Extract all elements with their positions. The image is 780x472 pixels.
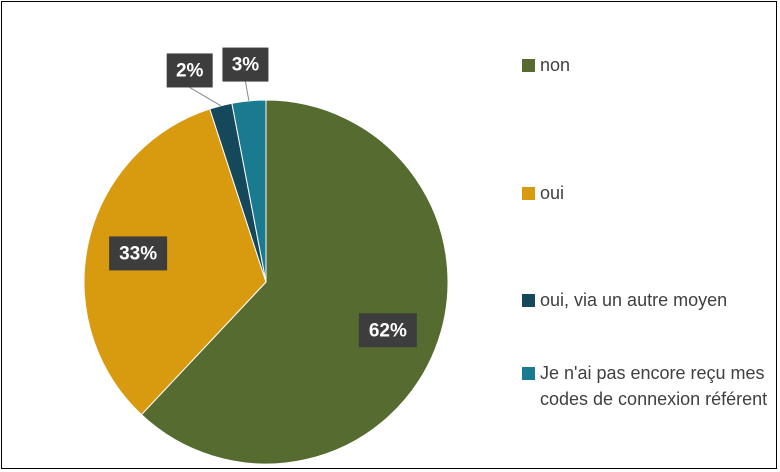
legend-swatch [522, 187, 535, 200]
pie-slice [140, 99, 449, 465]
legend-entry: oui, via un autre moyen [522, 287, 727, 313]
legend-label: oui, via un autre moyen [540, 290, 728, 310]
data-label-box [222, 47, 269, 82]
legend-swatch [522, 59, 535, 72]
leader-line [189, 87, 221, 107]
legend-swatch [522, 367, 535, 380]
legend-label: Je n'ai pas encore reçu mes codes de con… [540, 363, 768, 409]
legend-entry: non [522, 52, 570, 78]
data-label: 62% [369, 320, 407, 341]
data-label: 3% [232, 55, 260, 76]
pie-slice [83, 108, 267, 416]
legend-swatch [522, 294, 535, 307]
data-label-box [166, 53, 213, 88]
legend-entry: Je n'ai pas encore reçu mes codes de con… [522, 360, 772, 412]
data-label-box [358, 313, 417, 348]
data-label: 33% [119, 243, 157, 264]
legend-label: oui [540, 183, 565, 203]
pie-slice [231, 99, 267, 283]
legend-entry: oui [522, 180, 564, 206]
data-label: 2% [176, 60, 204, 81]
legend-label: non [540, 55, 571, 75]
data-label-box [109, 236, 168, 271]
leader-line [244, 81, 250, 101]
